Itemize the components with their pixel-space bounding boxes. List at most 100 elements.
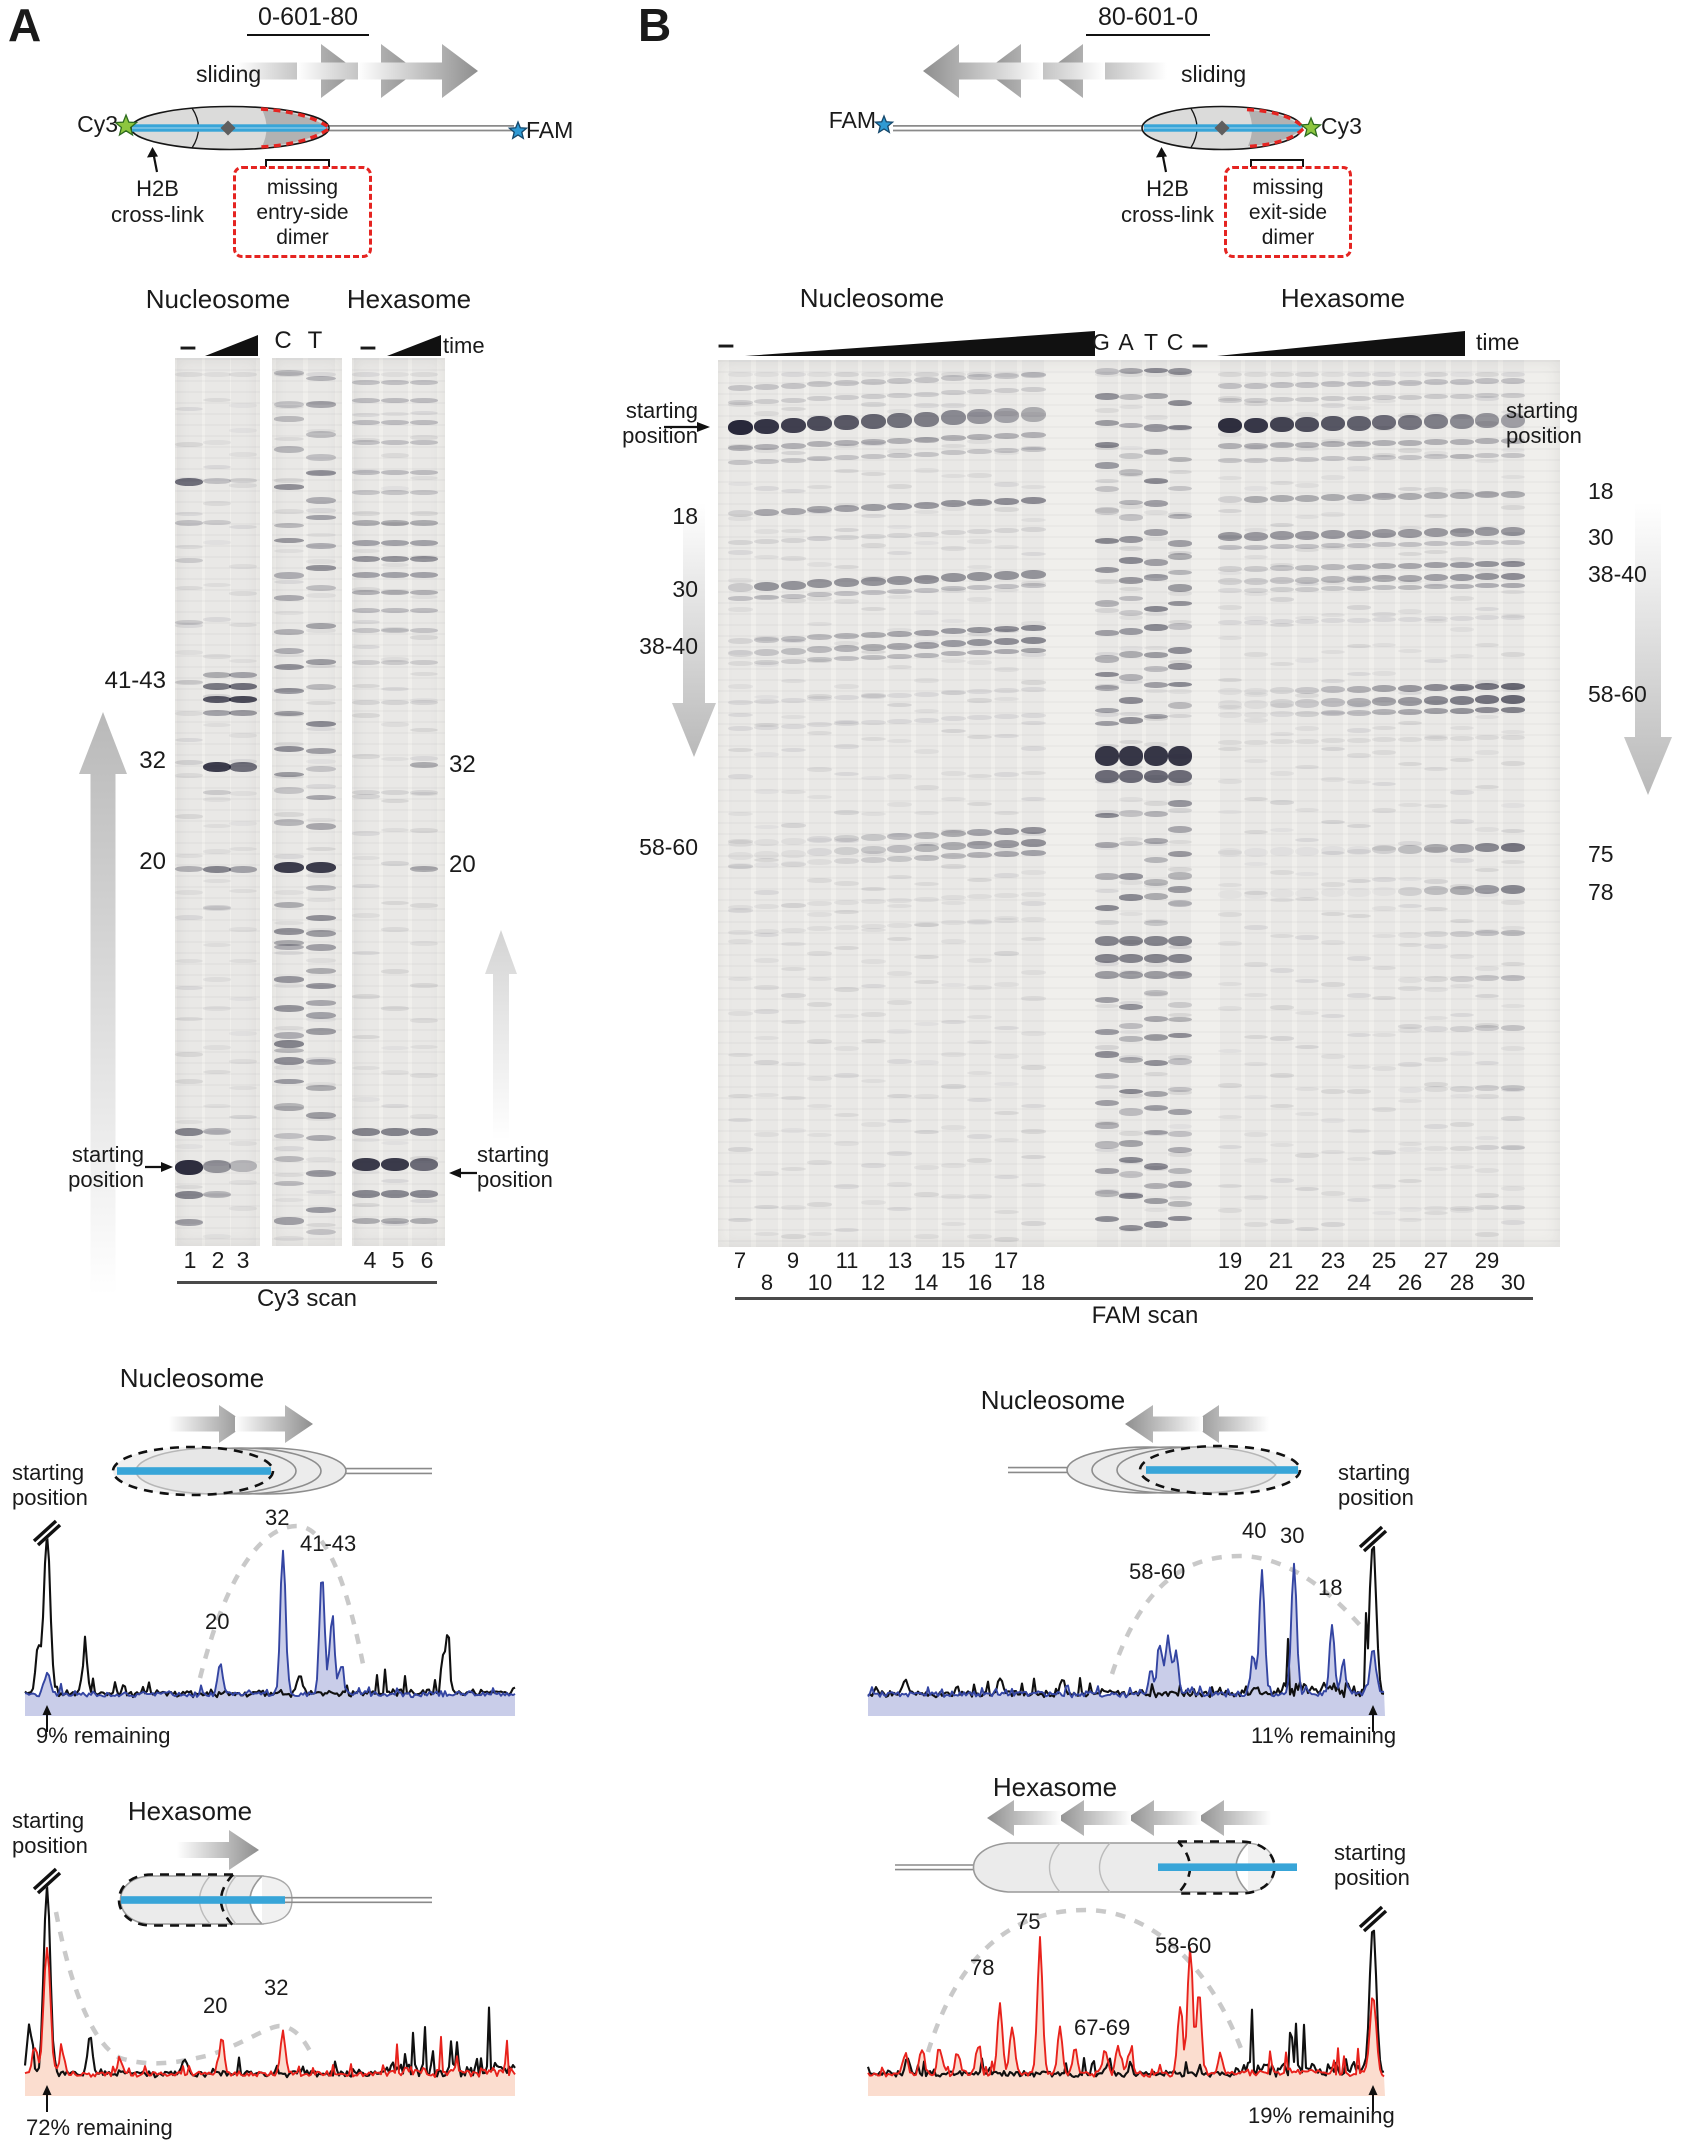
- lane-number: 8: [760, 1270, 774, 1295]
- gel-band: [887, 653, 913, 659]
- peak-label: 18: [1318, 1575, 1343, 1600]
- gel-band: [1449, 438, 1474, 445]
- gel-band: [352, 1190, 380, 1198]
- gel-band: [1269, 711, 1294, 717]
- gel-band: [1449, 1093, 1474, 1099]
- gel-band: [1168, 713, 1192, 718]
- gel-band: [914, 841, 939, 847]
- gel-band: [914, 610, 939, 615]
- gel-band: [274, 1031, 304, 1039]
- sliding-arrow-icon: [923, 44, 1043, 98]
- gel-band: [306, 1017, 336, 1022]
- gel-band: [1218, 605, 1242, 610]
- gel-band: [1269, 870, 1294, 875]
- gel-band: [1346, 956, 1371, 961]
- gel-band: [229, 927, 257, 932]
- gel-band: [1020, 720, 1046, 726]
- gel-band: [1269, 1219, 1294, 1224]
- gel-band: [1449, 491, 1474, 499]
- gel-band: [381, 572, 409, 578]
- gel-band: [175, 1128, 203, 1136]
- gel-band: [175, 1219, 203, 1224]
- gel-band: [381, 420, 409, 425]
- gel-band: [1423, 372, 1448, 377]
- gel-band: [1269, 597, 1294, 602]
- gel-band: [1020, 1065, 1046, 1070]
- gel-band: [1320, 441, 1345, 447]
- gel-band: [1501, 490, 1525, 498]
- gel-band: [1501, 761, 1525, 766]
- gel-band: [1295, 738, 1320, 744]
- gel-band: [1119, 1022, 1143, 1029]
- gel-band: [1475, 583, 1500, 588]
- gel-band: [274, 901, 304, 909]
- gel-band: [306, 1058, 336, 1066]
- gel-band: [1320, 580, 1345, 586]
- gel-band: [1020, 826, 1046, 834]
- gel-band: [1269, 933, 1294, 939]
- gel-band: [203, 1191, 231, 1198]
- gel-band: [754, 529, 780, 534]
- gel-band: [1243, 699, 1268, 709]
- size-label: 58-60: [1588, 681, 1647, 707]
- gel-band: [1398, 841, 1423, 846]
- cy3-label-a: Cy3: [77, 111, 118, 137]
- gel-band: [887, 588, 913, 594]
- gel-band: [306, 885, 336, 892]
- gel-band: [1398, 648, 1423, 654]
- gel-band: [807, 767, 833, 772]
- gel-band: [1269, 417, 1294, 432]
- gel-band: [1218, 746, 1242, 752]
- gel-band: [175, 1191, 203, 1199]
- axis-break-gap: [32, 1867, 62, 1895]
- gel-band: [306, 1112, 336, 1119]
- gel-band: [1168, 1087, 1192, 1093]
- gel-band: [1501, 582, 1525, 588]
- gel-band: [1144, 449, 1168, 454]
- gel-band: [1475, 1094, 1500, 1099]
- gel-band: [807, 562, 833, 567]
- gel-band: [1119, 1156, 1143, 1164]
- gel-band: [410, 540, 438, 546]
- gel-band: [1423, 513, 1448, 519]
- peak-label: 40: [1242, 1518, 1267, 1543]
- gel-band: [1144, 611, 1168, 617]
- gel-band: [1423, 736, 1448, 741]
- gel-band: [914, 708, 939, 714]
- gel-band: [1295, 494, 1320, 502]
- gel-band: [229, 478, 257, 483]
- gel-band: [1119, 1170, 1143, 1179]
- gel-band: [1372, 575, 1397, 582]
- gel-band: [834, 987, 860, 992]
- gel-band: [940, 1084, 966, 1089]
- gel-band: [940, 628, 966, 635]
- gel-band: [1168, 456, 1192, 463]
- gel-band: [1372, 415, 1397, 430]
- gel-band: [727, 774, 753, 779]
- gel-band: [1346, 529, 1371, 539]
- gel-band: [754, 838, 780, 846]
- gel-band: [1269, 703, 1294, 708]
- gel-band: [1346, 493, 1371, 501]
- gel-band: [1243, 554, 1268, 560]
- gel-band: [860, 543, 886, 548]
- gel-band: [940, 1194, 966, 1199]
- gel-band: [754, 1060, 780, 1065]
- gel-band: [381, 1218, 409, 1224]
- gel-band: [914, 749, 939, 754]
- gel-band: [1372, 845, 1397, 854]
- gel-band: [1398, 844, 1423, 854]
- gel-band: [780, 966, 806, 972]
- gel-band: [914, 531, 939, 537]
- gel-band: [1020, 1154, 1046, 1160]
- gel-band: [1218, 372, 1242, 377]
- gel-band: [1095, 1073, 1119, 1080]
- gel-band: [274, 509, 304, 514]
- gel-band: [1475, 683, 1500, 690]
- gel-band: [1423, 803, 1448, 809]
- gel-band: [1346, 709, 1371, 716]
- gel-band: [306, 559, 336, 564]
- gel-band: [1119, 627, 1143, 636]
- gel-band: [1475, 975, 1500, 981]
- gel-band: [1423, 684, 1448, 691]
